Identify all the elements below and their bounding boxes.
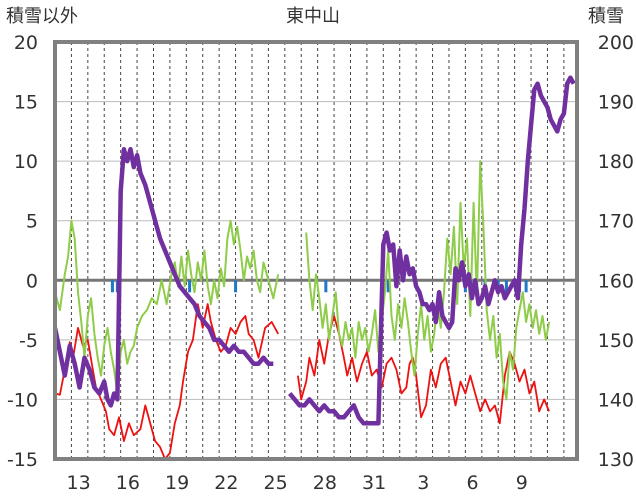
- y-label-right: 積雪: [588, 6, 624, 27]
- y-label-left: 積雪以外: [6, 6, 78, 27]
- x-tick-label: 6: [467, 472, 479, 494]
- y-right-tick-label: 170: [598, 211, 634, 233]
- x-tick-label: 19: [165, 472, 189, 494]
- y-right-tick-label: 180: [598, 151, 634, 173]
- y-axis-right: 200 190 180 170 160 150 140 130: [598, 32, 634, 471]
- x-tick-label: 13: [67, 472, 91, 494]
- y-left-tick-label: -5: [19, 330, 38, 352]
- precip-bar: [386, 280, 390, 293]
- y-left-tick-label: -10: [7, 389, 38, 411]
- plot-frame: [53, 40, 579, 461]
- x-tick-label: 22: [214, 472, 238, 494]
- x-axis: 13 16 19 22 25 28 31 3 6 9: [67, 472, 528, 494]
- y-left-tick-label: 10: [14, 151, 38, 173]
- x-tick-label: 25: [264, 472, 288, 494]
- y-right-tick-label: 160: [598, 270, 634, 292]
- y-left-tick-label: 20: [14, 32, 38, 54]
- precip-line: [54, 219, 280, 395]
- chart-title: 東中山: [286, 6, 340, 27]
- snow-line: [287, 75, 576, 426]
- precip-bar: [324, 280, 328, 293]
- y-right-tick-label: 150: [598, 330, 634, 352]
- x-tick-label: 31: [362, 472, 386, 494]
- precip-bar: [504, 280, 508, 293]
- precip-bar: [188, 280, 192, 293]
- precip-bar: [524, 280, 528, 293]
- y-right-tick-label: 200: [598, 32, 634, 54]
- x-tick-label: 16: [116, 472, 140, 494]
- precip-bar: [234, 280, 238, 293]
- x-tick-label: 28: [313, 472, 337, 494]
- y-right-tick-label: 140: [598, 389, 634, 411]
- y-left-tick-label: 5: [26, 211, 38, 233]
- y-right-tick-label: 130: [598, 449, 634, 471]
- y-left-tick-label: -15: [7, 449, 38, 471]
- precip-bar: [110, 280, 114, 293]
- x-tick-label: 3: [417, 472, 429, 494]
- series-group: [52, 75, 576, 460]
- x-tick-label: 9: [516, 472, 528, 494]
- y-left-tick-label: 15: [14, 92, 38, 114]
- precip-line: [305, 160, 551, 401]
- y-right-tick-label: 190: [598, 92, 634, 114]
- y-axis-left: 20 15 10 5 0 -5 -10 -15: [7, 32, 38, 471]
- y-left-tick-label: 0: [26, 270, 38, 292]
- snow-line: [52, 146, 274, 408]
